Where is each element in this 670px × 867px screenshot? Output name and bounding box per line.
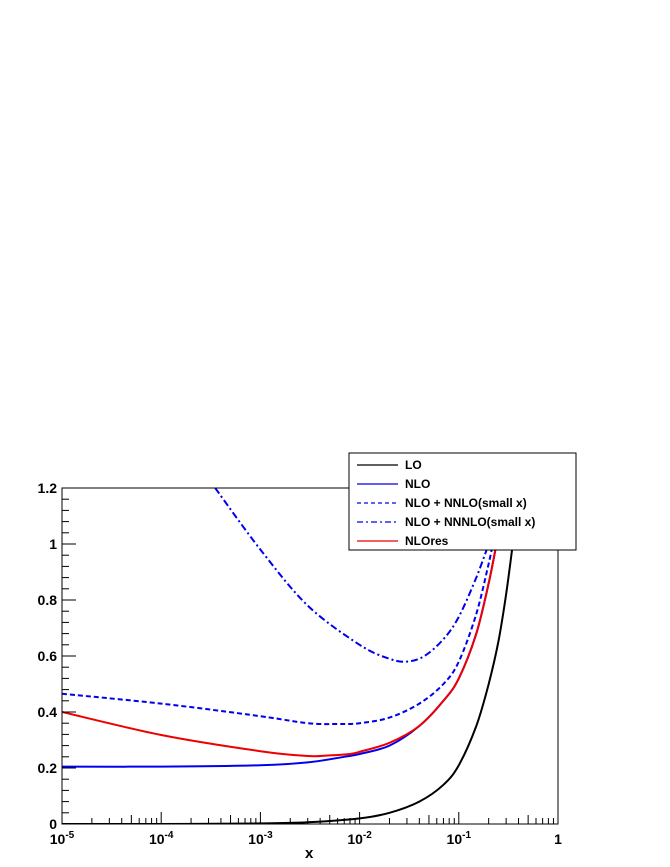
y-tick-label: 0: [49, 816, 57, 832]
legend-label-1: LO: [405, 458, 422, 472]
series-line-4: [214, 488, 490, 663]
legend-label-3: NLO + NNLO(small x): [405, 496, 527, 510]
x-tick-label: 10-5: [50, 830, 75, 847]
tick-labels: 0 0.2 0.4 0.6 0.8 1 1.2 10-5 10-4 10-3 10-2 10-1 1: [38, 480, 563, 847]
legend-label-4: NLO + NNNLO(small x): [405, 515, 535, 529]
legend: LO NLO NLO + NNLO(small x) NLO + NNNLO(smal…: [348, 452, 577, 551]
x-tick-label: 10-1: [447, 830, 472, 847]
y-tick-label: 1.2: [38, 480, 58, 496]
ticks-layer: [61, 487, 559, 825]
x-axis-title: x: [305, 845, 314, 862]
legend-label-5: NLOres: [405, 534, 449, 548]
series-line-3: [62, 543, 494, 726]
y-tick-label: 0.4: [38, 704, 58, 720]
series-layer: [62, 488, 514, 824]
legend-box: [348, 452, 577, 551]
x-tick-label: 10-2: [347, 830, 372, 847]
y-tick-label: 0.8: [38, 592, 58, 608]
y-tick-label: 0.6: [38, 648, 58, 664]
y-tick-label: 1: [49, 536, 57, 552]
series-line-1: [62, 543, 514, 824]
x-tick-label: 10-4: [149, 830, 174, 847]
x-tick-label: 10-3: [248, 830, 273, 847]
series-line-2: [62, 543, 498, 768]
y-tick-label: 0.2: [38, 760, 58, 776]
x-tick-label: 1: [554, 831, 562, 847]
series-line-5: [62, 543, 498, 758]
legend-label-2: NLO: [405, 477, 430, 491]
